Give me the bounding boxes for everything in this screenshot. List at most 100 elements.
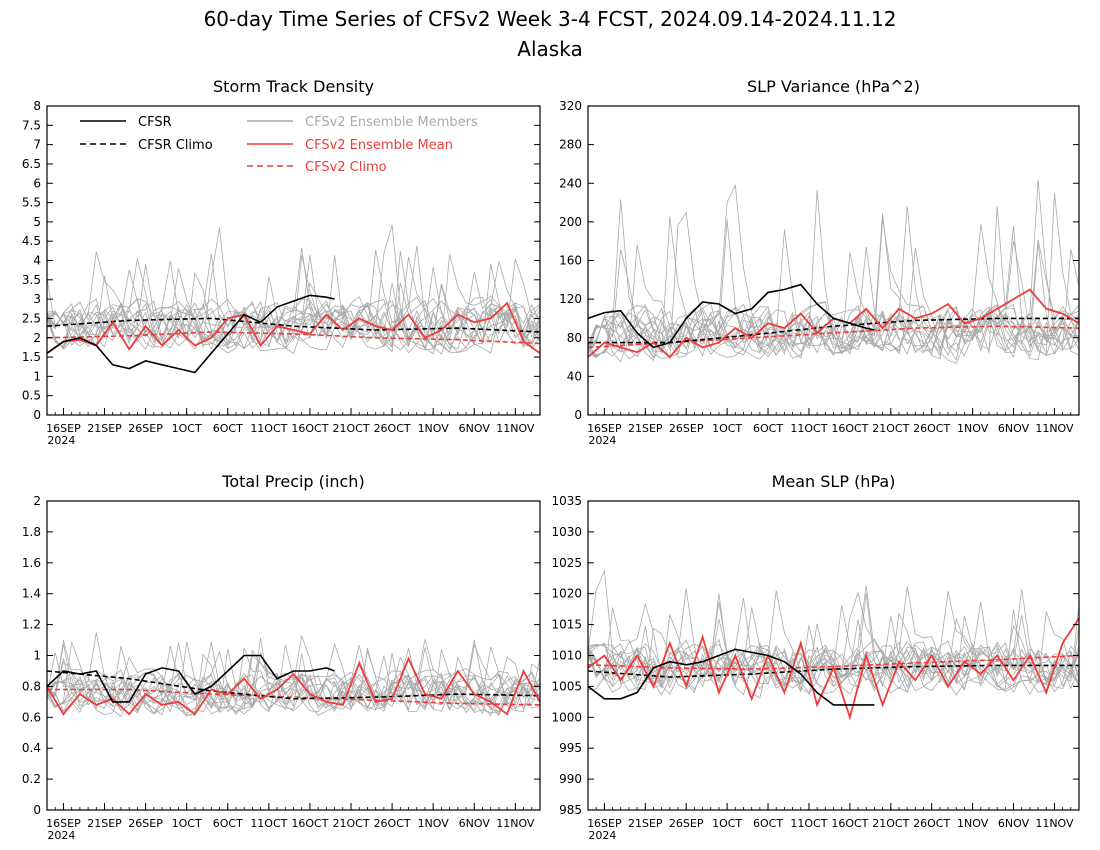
x-tick-label: 16OCT — [831, 817, 868, 830]
member-line — [47, 249, 540, 355]
plot-frame — [46, 500, 541, 811]
x-tick-label: 16SEP — [46, 817, 81, 830]
x-tick-label: 26OCT — [913, 817, 950, 830]
y-tick-label: 240 — [559, 176, 582, 190]
member-line — [588, 608, 1079, 696]
member-line — [588, 180, 1079, 360]
y-tick-label: 280 — [559, 138, 582, 152]
y-tick-label: 1.4 — [22, 587, 41, 601]
y-tick-label: 320 — [559, 99, 582, 113]
plot-area — [588, 570, 1079, 721]
x-tick-label: 26OCT — [913, 422, 950, 435]
x-tick-label: 6OCT — [213, 422, 243, 435]
cfsr-line — [47, 294, 335, 374]
x-year-label: 2024 — [588, 829, 616, 842]
plot-area — [47, 224, 540, 374]
member-line — [588, 591, 1079, 695]
x-tick-label: 11OCT — [250, 422, 287, 435]
x-tick-label: 11OCT — [790, 422, 827, 435]
member-line — [588, 591, 1079, 699]
member-line — [588, 589, 1079, 685]
panel-title: Storm Track Density — [213, 77, 374, 96]
cfsv2-climo-line — [47, 688, 540, 706]
member-line — [588, 588, 1079, 693]
member-line — [47, 224, 540, 355]
cfsr-line — [47, 654, 335, 703]
cfsr-climo-line — [47, 317, 540, 333]
member-line — [47, 247, 540, 353]
y-tick-label: 1.2 — [22, 618, 41, 632]
y-tick-label: 995 — [559, 741, 582, 755]
x-tick-label: 21SEP — [87, 817, 122, 830]
y-tick-label: 120 — [559, 292, 582, 306]
x-tick-label: 11OCT — [250, 817, 287, 830]
cfsv2-climo-line — [588, 654, 1079, 670]
x-tick-label: 16OCT — [291, 422, 328, 435]
member-line — [588, 308, 1079, 352]
x-tick-label: 1NOV — [957, 817, 989, 830]
member-line — [588, 205, 1079, 359]
x-tick-label: 6NOV — [459, 422, 491, 435]
figure-subtitle: Alaska — [517, 37, 582, 61]
y-tick-label: 6.5 — [22, 157, 41, 171]
x-tick-label: 26SEP — [128, 817, 163, 830]
y-tick-label: 5 — [33, 215, 41, 229]
panel-title: Total Precip (inch) — [221, 472, 364, 491]
panel-total-precip: Total Precip (inch) 0 0.2 0.4 0.6 0.8 1 1.2 1.4 1… — [22, 472, 541, 842]
y-tick-label: 0.6 — [22, 710, 41, 724]
x-tick-label: 21SEP — [628, 422, 663, 435]
x-tick-label: 6OCT — [753, 422, 783, 435]
figure-title: 60-day Time Series of CFSv2 Week 3-4 FCS… — [204, 7, 897, 31]
member-line — [588, 643, 1079, 696]
y-tick-label: 4 — [33, 254, 41, 268]
cfsr-climo-line — [47, 670, 540, 700]
y-tick-label: 1030 — [551, 525, 582, 539]
y-tick-label: 0.5 — [22, 389, 41, 403]
y-tick-label: 1.8 — [22, 525, 41, 539]
cfsr-line — [588, 648, 875, 706]
y-tick-label: 1015 — [551, 618, 582, 632]
y-tick-label: 1.6 — [22, 556, 41, 570]
member-line — [588, 216, 1079, 360]
x-tick-label: 21OCT — [872, 422, 909, 435]
legend-label: CFSv2 Ensemble Mean — [305, 138, 453, 153]
y-tick-label: 1.5 — [22, 350, 41, 364]
y-tick-label: 2 — [33, 331, 41, 345]
y-tick-label: 0 — [33, 408, 41, 422]
x-year-label: 2024 — [588, 434, 616, 447]
member-line — [47, 644, 540, 716]
y-tick-label: 1020 — [551, 587, 582, 601]
panel-slp-variance: SLP Variance (hPa^2) 0 40 80 120 160 200 240 280… — [559, 77, 1080, 447]
y-tick-label: 0 — [574, 408, 582, 422]
y-tick-label: 0.2 — [22, 772, 41, 786]
x-tick-label: 6OCT — [213, 817, 243, 830]
member-line — [47, 648, 540, 715]
y-tick-label: 6 — [33, 176, 41, 190]
y-tick-label: 1000 — [551, 710, 582, 724]
y-tick-label: 2.5 — [22, 311, 41, 325]
x-tick-label: 21OCT — [332, 817, 369, 830]
y-tick-label: 990 — [559, 772, 582, 786]
panel-mean-slp: Mean SLP (hPa) 985 990 995 1000 1005 1010 1015 1… — [551, 472, 1080, 842]
plot-frame — [587, 500, 1080, 811]
cfsv2-climo-line — [47, 331, 540, 345]
member-line — [47, 643, 540, 713]
x-tick-label: 26OCT — [374, 422, 411, 435]
y-tick-label: 5.5 — [22, 196, 41, 210]
x-tick-label: 21OCT — [332, 422, 369, 435]
x-tick-label: 16OCT — [831, 422, 868, 435]
legend-label: CFSv2 Ensemble Members — [305, 115, 478, 130]
panel-title: Mean SLP (hPa) — [772, 472, 896, 491]
y-tick-label: 985 — [559, 803, 582, 817]
ens-mean-line — [47, 301, 540, 354]
legend: CFSR CFSR Climo CFSv2 Ensemble Members CFSv… — [80, 115, 478, 175]
y-tick-label: 1005 — [551, 679, 582, 693]
ens-mean-line — [588, 617, 1079, 721]
x-tick-label: 6OCT — [753, 817, 783, 830]
x-tick-label: 1NOV — [418, 817, 450, 830]
x-tick-label: 16SEP — [46, 422, 81, 435]
x-tick-label: 21SEP — [628, 817, 663, 830]
x-year-label: 2024 — [47, 434, 75, 447]
member-line — [47, 269, 540, 349]
y-tick-label: 1035 — [551, 494, 582, 508]
